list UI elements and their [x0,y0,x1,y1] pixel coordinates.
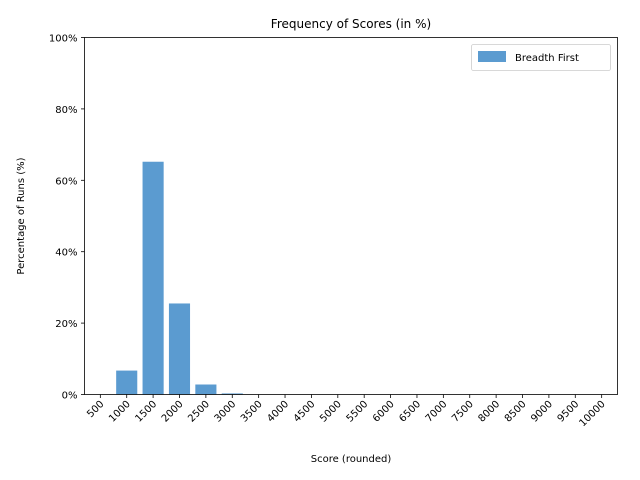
x-tick-label: 4500 [292,399,318,425]
x-tick-label: 5000 [318,399,344,425]
x-tick-label: 500 [85,399,106,420]
legend: Breadth First [471,44,611,71]
y-tick-label: 60% [55,176,77,187]
bar-3000 [221,393,243,395]
x-tick-label: 7000 [424,399,450,425]
x-tick-label: 8500 [503,399,529,425]
plot-frame [84,37,618,395]
x-tick-label: 3000 [213,399,239,425]
chart-title: Frequency of Scores (in %) [271,17,431,31]
x-tick-label: 8000 [476,399,502,425]
x-axis-ticks: 500 1000 1500 2000 2500 3000 3500 4000 4500 5000 5… [85,394,608,429]
x-tick-label: 3500 [239,399,265,425]
x-tick-label: 10000 [578,399,608,429]
y-tick-label: 40% [55,248,77,259]
x-tick-label: 4000 [265,399,291,425]
x-axis-title: Score (rounded) [311,454,392,465]
bar-2500 [195,384,217,395]
y-tick-label: 0% [62,391,78,402]
x-tick-label: 2500 [186,399,212,425]
legend-frame [471,44,611,71]
bar-1000 [116,370,138,395]
y-axis-ticks: 0% 20% 40% 60% 80% 100% [49,34,85,402]
x-tick-label: 5500 [345,399,371,425]
bar-1500 [142,161,164,395]
y-tick-label: 20% [55,319,77,330]
legend-swatch [478,51,506,62]
x-tick-label: 1500 [133,399,159,425]
x-tick-label: 7500 [450,399,476,425]
y-tick-label: 80% [55,105,77,116]
bars-group [116,161,243,395]
legend-label: Breadth First [515,53,579,64]
y-axis-title: Percentage of Runs (%) [16,157,27,274]
x-tick-label: 2000 [160,399,186,425]
x-tick-label: 6000 [371,399,397,425]
bar-2000 [168,303,191,395]
x-tick-label: 9000 [529,399,555,425]
x-tick-label: 1000 [107,399,133,425]
y-tick-label: 100% [49,34,78,45]
x-tick-label: 6500 [397,399,423,425]
